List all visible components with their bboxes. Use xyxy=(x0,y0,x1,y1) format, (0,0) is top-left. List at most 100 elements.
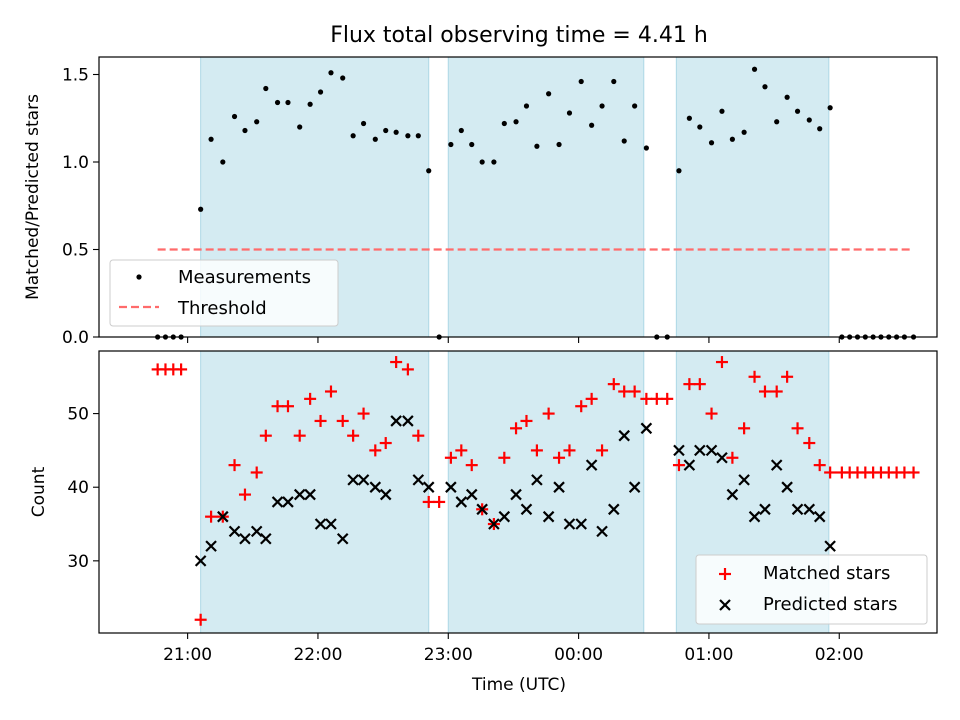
matched-star-point xyxy=(379,437,392,450)
measurement-point xyxy=(501,120,507,127)
matched-star-point xyxy=(433,495,446,508)
matched-star-point xyxy=(259,429,272,442)
measurement-point xyxy=(415,133,421,139)
matched-star-point xyxy=(575,400,588,413)
count-legend-box xyxy=(695,554,928,625)
measurement-point xyxy=(448,141,454,148)
y-tick-label: 30 xyxy=(67,552,89,572)
predicted-star-point xyxy=(357,474,370,486)
matched-star-point xyxy=(693,378,706,391)
measurement-point xyxy=(784,94,790,100)
matched-star-point xyxy=(530,444,543,457)
measurement-point xyxy=(208,136,214,142)
predicted-star-point xyxy=(520,503,533,516)
predicted-star-point xyxy=(260,532,272,545)
predicted-star-point xyxy=(239,532,251,545)
predicted-star-point xyxy=(271,496,284,508)
matched-star-point xyxy=(347,429,360,442)
measurement-point xyxy=(360,120,367,127)
matched-star-point xyxy=(683,378,696,391)
matched-star-point xyxy=(281,400,294,413)
predicted-star-point xyxy=(683,459,696,471)
count-y-axis: 30 40 50 xyxy=(67,405,99,572)
predicted-star-point xyxy=(304,488,316,501)
ratio-legend-box xyxy=(109,259,339,327)
matched-star-point xyxy=(596,444,609,457)
measurement-point xyxy=(328,70,334,76)
predicted-legend-label: Predicted stars xyxy=(763,594,897,615)
matched-star-points xyxy=(151,356,920,626)
observing-band xyxy=(447,56,645,338)
predicted-star-point xyxy=(618,429,630,442)
measurement-point xyxy=(242,127,248,134)
predicted-star-point xyxy=(347,474,359,486)
measurement-point xyxy=(285,99,291,106)
predicted-star-point xyxy=(738,474,750,486)
matched-star-point xyxy=(205,510,218,523)
matched-star-point xyxy=(369,444,382,457)
matched-star-point xyxy=(770,385,783,398)
measurement-point xyxy=(393,129,399,135)
matched-star-point xyxy=(520,414,533,427)
matched-star-point xyxy=(293,429,306,442)
predicted-star-point xyxy=(563,518,576,530)
measurement-point xyxy=(405,133,411,139)
predicted-star-point xyxy=(585,459,598,471)
predicted-star-point xyxy=(412,474,425,486)
predicted-star-point xyxy=(813,510,826,523)
predicted-star-point xyxy=(379,488,392,501)
y-tick-label: 40 xyxy=(67,478,89,498)
predicted-star-point xyxy=(628,481,641,493)
x-tick-label: 01:00 xyxy=(684,645,733,665)
predicted-star-point xyxy=(250,525,263,538)
measurement-point xyxy=(827,105,833,111)
predicted-star-point xyxy=(194,555,207,567)
predicted-star-point xyxy=(759,503,771,516)
predicted-star-point xyxy=(390,415,402,427)
measurement-point xyxy=(523,103,530,109)
predicted-star-point xyxy=(553,481,565,493)
predicted-star-point xyxy=(217,510,229,523)
predicted-star-point xyxy=(336,532,349,545)
threshold-legend-label: Threshold xyxy=(177,298,267,319)
measurement-point xyxy=(566,110,573,116)
matched-star-point xyxy=(650,392,663,405)
matched-star-point xyxy=(705,407,718,420)
matched-legend-marker xyxy=(719,568,731,580)
time-x-axis-label: Time (UTC) xyxy=(471,675,566,695)
ratio-y-axis: 0.0 0.5 1.0 1.5 xyxy=(62,66,99,348)
measurement-point xyxy=(254,119,260,125)
measurement-point xyxy=(556,141,562,148)
count-y-axis-label: Count xyxy=(29,466,49,517)
ratio-panel: 0.0 0.5 1.0 1.5 Matched/Predicted stars xyxy=(23,56,938,348)
measurement-point xyxy=(231,113,238,120)
matched-star-point xyxy=(758,385,771,398)
predicted-star-point xyxy=(445,481,457,493)
matched-star-point xyxy=(661,392,674,405)
predicted-star-point xyxy=(575,518,587,530)
measurement-point xyxy=(729,136,735,142)
measurement-point xyxy=(317,89,324,95)
matched-star-point xyxy=(250,466,263,479)
x-tick-label: 23:00 xyxy=(424,645,473,665)
matched-star-point xyxy=(444,451,457,464)
measurement-point xyxy=(220,159,226,165)
predicted-star-point xyxy=(293,488,306,501)
measurement-point xyxy=(458,127,464,134)
predicted-star-point xyxy=(325,518,337,530)
measurement-point xyxy=(307,101,313,107)
count-panel: 30 40 50 21:00 22:00 23:00 00:00 01:00 02:00 Co… xyxy=(29,350,938,695)
matched-star-point xyxy=(553,451,566,464)
measurement-legend-marker xyxy=(136,274,142,280)
predicted-star-point xyxy=(781,481,793,493)
predicted-star-point xyxy=(510,488,522,501)
matched-star-point xyxy=(238,488,251,501)
measurement-point xyxy=(643,145,649,151)
measurement-point xyxy=(719,108,725,114)
measurement-point xyxy=(350,133,356,139)
predicted-star-point xyxy=(498,510,511,523)
predicted-legend-marker xyxy=(719,599,731,611)
measurement-point xyxy=(741,129,747,135)
matched-star-point xyxy=(271,400,284,413)
